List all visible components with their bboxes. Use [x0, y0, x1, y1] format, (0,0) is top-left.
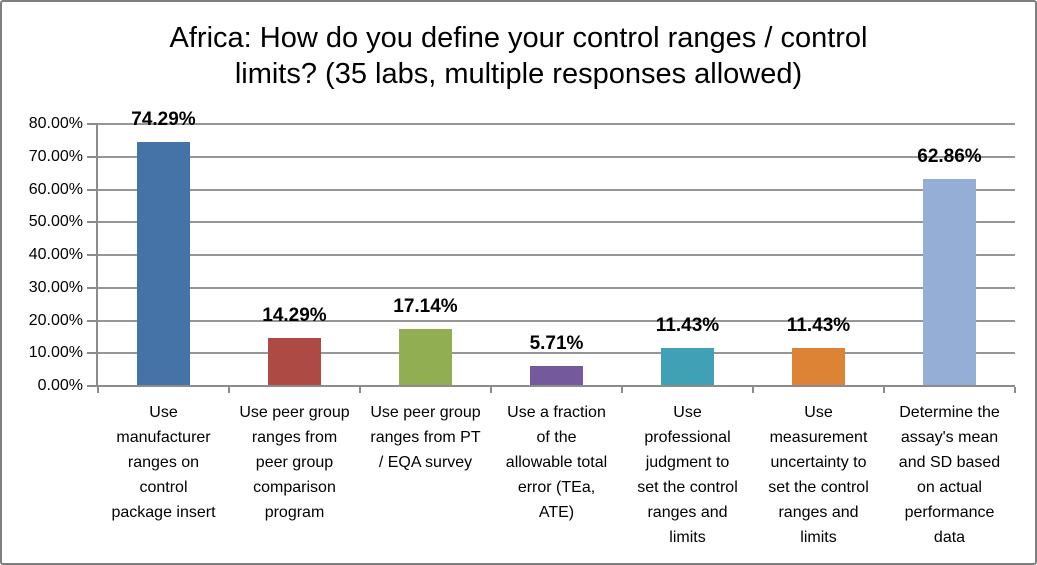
- chart-title: Africa: How do you define your control r…: [169, 22, 868, 90]
- bar-value-label: 74.29%: [131, 108, 196, 130]
- y-axis-tick: [87, 254, 98, 256]
- bar: [530, 366, 583, 385]
- x-axis-line: [96, 385, 1015, 387]
- gridline: [98, 188, 1015, 191]
- x-axis-tick: [1014, 387, 1016, 393]
- y-axis-label: 40.00%: [28, 246, 83, 263]
- y-axis-tick: [87, 221, 98, 224]
- category-label: Use professional judgment to set the con…: [637, 404, 738, 546]
- y-axis-tick: [87, 319, 98, 322]
- gridline: [98, 155, 1015, 158]
- y-axis-tick: [87, 286, 98, 289]
- x-axis-tick: [883, 387, 885, 393]
- bar: [137, 141, 190, 385]
- bar-value-label: 11.43%: [786, 314, 851, 336]
- gridline: [98, 319, 1015, 322]
- y-axis-label: 20.00%: [28, 311, 83, 329]
- gridline: [98, 352, 1015, 355]
- x-axis-tick: [490, 387, 492, 393]
- x-axis-tick: [621, 387, 623, 393]
- y-axis-label: 0.00%: [37, 377, 83, 394]
- y-axis-label: 10.00%: [28, 344, 83, 362]
- y-axis-label: 30.00%: [28, 278, 83, 296]
- x-axis-tick: [228, 387, 230, 393]
- category-label: Use measurement uncertainty to set the c…: [768, 404, 869, 546]
- y-axis-label: 80.00%: [28, 115, 83, 132]
- gridline: [98, 254, 1015, 256]
- x-axis-tick: [97, 387, 99, 393]
- y-axis-tick: [87, 352, 98, 355]
- y-axis-tick: [87, 155, 98, 158]
- category-label: Use a fraction of the allowable total er…: [505, 404, 608, 521]
- bar-value-label: 5.71%: [529, 333, 584, 355]
- category-label: Use peer group ranges from peer group co…: [239, 404, 350, 521]
- category-label: Use manufacturer ranges on control packa…: [111, 404, 216, 521]
- y-axis-tick: [87, 123, 98, 125]
- x-axis-tick: [359, 387, 361, 393]
- y-axis-tick: [87, 188, 98, 191]
- gridline: [98, 123, 1015, 125]
- gridline: [98, 286, 1015, 289]
- x-axis-tick: [752, 387, 754, 393]
- bar: [268, 338, 321, 385]
- bar-value-label: 14.29%: [262, 305, 327, 327]
- bar: [399, 328, 452, 385]
- y-axis-label: 60.00%: [28, 180, 83, 198]
- bar-value-label: 62.86%: [917, 146, 982, 168]
- y-axis-label: 70.00%: [28, 147, 83, 165]
- bar-value-label: 17.14%: [393, 295, 458, 317]
- y-axis-tick: [87, 385, 98, 387]
- category-label: Use peer group ranges from PT / EQA surv…: [370, 404, 481, 471]
- bar: [661, 347, 714, 385]
- y-axis-label: 50.00%: [28, 213, 83, 231]
- gridline: [98, 221, 1015, 224]
- plot-area: 0.00% 10.00% 20.00% 30.00% 40.00% 50.00% 60.00…: [29, 109, 1016, 546]
- bar: [923, 179, 976, 385]
- category-label: Determine the assay's mean and SD based …: [898, 404, 1001, 546]
- bar: [792, 347, 845, 385]
- bar-value-label: 11.43%: [655, 314, 720, 336]
